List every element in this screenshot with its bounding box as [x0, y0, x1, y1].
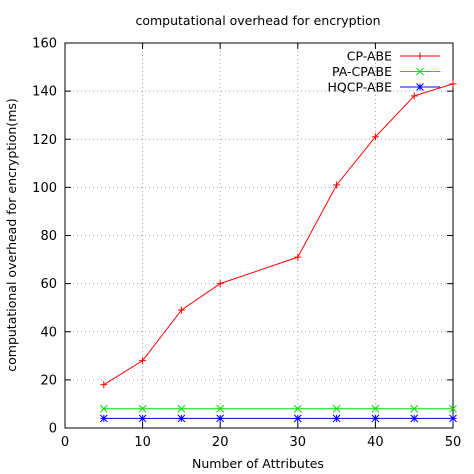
marker-stroke [410, 414, 419, 423]
data-point [294, 253, 302, 261]
marker-stroke [216, 404, 225, 413]
data-point [216, 414, 225, 423]
y-tick-label: 60 [40, 277, 57, 292]
legend-marker [416, 83, 424, 91]
series-pa-cpabe [99, 404, 457, 413]
marker-stroke [332, 414, 341, 423]
legend-label: HQCP-ABE [328, 80, 393, 95]
data-series [99, 80, 457, 423]
marker-stroke [449, 414, 457, 423]
y-tick-label: 40 [40, 325, 57, 340]
marker-stroke [177, 414, 186, 423]
series-hqcp-abe [99, 414, 457, 423]
y-tick-label: 20 [40, 373, 57, 388]
data-point [410, 414, 419, 423]
legend-marker [416, 67, 424, 76]
data-point [177, 414, 186, 423]
data-point [216, 404, 225, 413]
marker-stroke [293, 414, 302, 423]
data-point [371, 404, 380, 413]
x-tick-label: 30 [290, 435, 307, 450]
legend-label: PA-CPABE [332, 64, 392, 79]
y-tick-label: 100 [32, 181, 57, 196]
data-point [449, 414, 457, 423]
marker-stroke [416, 67, 424, 76]
data-point [216, 280, 224, 288]
grid-lines [65, 43, 453, 428]
data-point [100, 381, 108, 389]
marker-stroke [293, 404, 302, 413]
y-axis-title: computational overhead for encryption(ms… [4, 98, 19, 372]
marker-stroke [99, 404, 108, 413]
x-tick-label: 40 [367, 435, 384, 450]
axes: 0 10 20 30 40 50 0 20 40 60 80 100 120 140 160 [32, 37, 461, 451]
data-point [293, 414, 302, 423]
legend-label: CP-ABE [347, 49, 392, 64]
data-point [332, 404, 341, 413]
x-tick-label: 50 [445, 435, 462, 450]
data-point [332, 414, 341, 423]
data-point [449, 80, 457, 88]
y-tick-label: 160 [32, 37, 57, 52]
marker-stroke [138, 414, 147, 423]
data-point [333, 181, 341, 189]
data-point [371, 414, 380, 423]
x-tick-label: 10 [134, 435, 151, 450]
data-point [410, 404, 419, 413]
data-point [293, 404, 302, 413]
data-point [177, 404, 186, 413]
data-point [99, 414, 108, 423]
x-axis-title: Number of Attributes [192, 456, 324, 471]
data-point [139, 357, 147, 365]
legend-marker [416, 52, 424, 60]
marker-stroke [177, 404, 186, 413]
x-tick-label: 20 [212, 435, 229, 450]
data-point [138, 414, 147, 423]
y-tick-label: 80 [40, 229, 57, 244]
data-point [449, 404, 457, 413]
x-tick-label: 0 [61, 435, 69, 450]
marker-stroke [332, 404, 341, 413]
marker-stroke [449, 404, 457, 413]
chart-title: computational overhead for encryption [135, 13, 380, 28]
data-point [177, 306, 185, 314]
data-point [371, 133, 379, 141]
marker-stroke [216, 414, 225, 423]
y-tick-label: 0 [49, 422, 57, 437]
y-tick-label: 140 [32, 85, 57, 100]
marker-stroke [99, 414, 108, 423]
data-point [99, 404, 108, 413]
data-point [138, 404, 147, 413]
marker-stroke [371, 404, 380, 413]
marker-stroke [371, 414, 380, 423]
y-tick-label: 120 [32, 133, 57, 148]
data-point [410, 92, 418, 100]
marker-stroke [416, 83, 424, 91]
marker-stroke [410, 404, 419, 413]
marker-stroke [138, 404, 147, 413]
series-cp-abe [100, 80, 457, 389]
